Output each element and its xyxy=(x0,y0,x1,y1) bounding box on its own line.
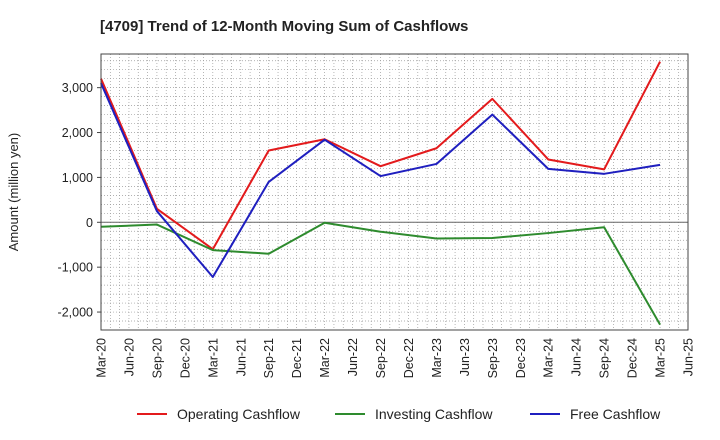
legend-label: Operating Cashflow xyxy=(177,406,301,422)
x-tick-labels: Mar-20 Jun-20 Sep-20 Dec-20 Mar-21 Jun-21 Sep-… xyxy=(95,338,696,378)
x-tick-label: Mar-25 xyxy=(654,338,668,378)
x-tick-label: Dec-20 xyxy=(178,338,192,378)
x-tick-label: Sep-21 xyxy=(262,338,276,378)
legend: Operating Cashflow Investing Cashflow Free… xyxy=(137,406,661,422)
legend-label: Free Cashflow xyxy=(570,406,661,422)
x-tick-label: Mar-21 xyxy=(206,338,220,378)
x-tick-label: Dec-24 xyxy=(626,338,640,378)
x-tick-label: Sep-22 xyxy=(374,338,388,378)
y-tick-label: 0 xyxy=(86,216,93,230)
series-line xyxy=(100,221,661,326)
x-tick-label: Mar-20 xyxy=(95,338,109,378)
x-tick-label: Jun-24 xyxy=(570,338,584,376)
grid xyxy=(101,54,688,331)
series-line xyxy=(100,61,661,251)
y-tick-label: -2,000 xyxy=(58,306,93,320)
x-tick-label: Dec-21 xyxy=(290,338,304,378)
x-tick-label: Mar-22 xyxy=(318,338,332,378)
x-tick-label: Sep-20 xyxy=(150,338,164,378)
series-line xyxy=(100,82,661,279)
y-tick-labels: -2,000 -1,000 0 1,000 2,000 3,000 xyxy=(58,81,101,320)
y-tick-label: 3,000 xyxy=(62,81,93,95)
x-tick-label: Mar-23 xyxy=(430,338,444,378)
y-tick-label: -1,000 xyxy=(58,261,93,275)
x-tick-label: Jun-25 xyxy=(682,338,696,376)
y-tick-label: 2,000 xyxy=(62,126,93,140)
x-tick-label: Mar-24 xyxy=(542,338,556,378)
chart-title: [4709] Trend of 12-Month Moving Sum of C… xyxy=(100,18,468,35)
legend-label: Investing Cashflow xyxy=(375,406,493,422)
y-axis-label: Amount (million yen) xyxy=(6,133,21,252)
series-layer xyxy=(100,61,661,326)
y-tick-label: 1,000 xyxy=(62,171,93,185)
x-tick-label: Jun-21 xyxy=(234,338,248,376)
x-tick-label: Sep-24 xyxy=(598,338,612,378)
x-tick-label: Dec-22 xyxy=(402,338,416,378)
x-tick-label: Jun-23 xyxy=(458,338,472,376)
x-tick-label: Jun-20 xyxy=(122,338,136,376)
x-tick-label: Jun-22 xyxy=(346,338,360,376)
plot-frame xyxy=(100,53,689,331)
x-tick-label: Sep-23 xyxy=(486,338,500,378)
x-tick-label: Dec-23 xyxy=(514,338,528,378)
